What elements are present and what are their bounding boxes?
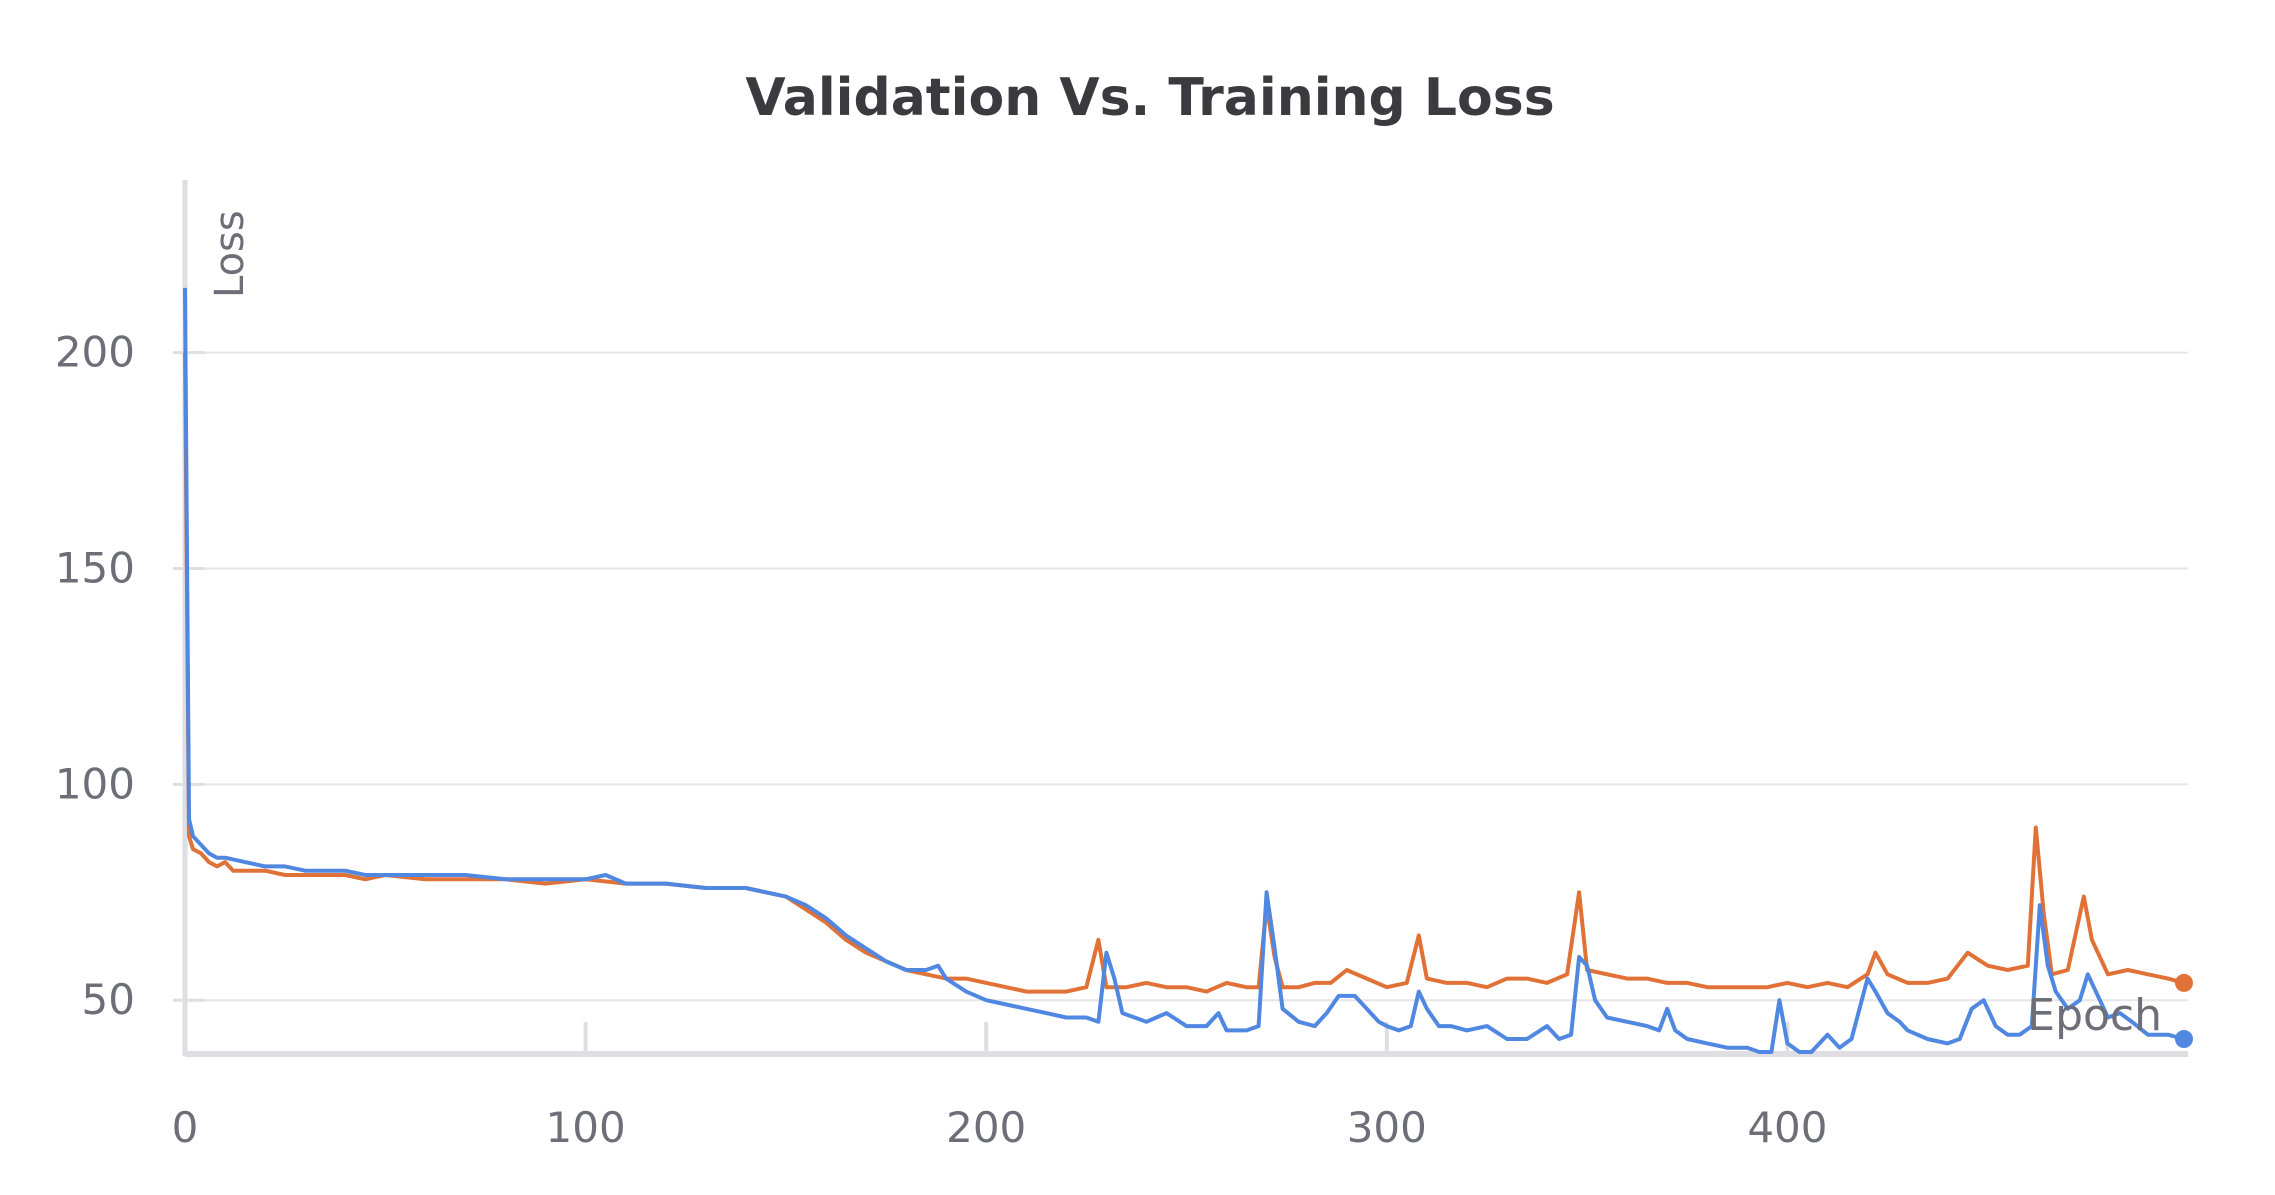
grid-lines bbox=[185, 351, 2188, 1002]
series-end-point-2 bbox=[2174, 1030, 2193, 1049]
x-tick-label: 300 bbox=[1347, 1103, 1427, 1152]
y-tick-label: 100 bbox=[55, 759, 135, 808]
series-line-1 bbox=[183, 352, 2185, 994]
chart-title: Validation Vs. Training Loss bbox=[745, 68, 1554, 128]
y-tick-label: 200 bbox=[55, 328, 135, 377]
series-lines bbox=[183, 287, 2193, 1054]
y-tick-label: 150 bbox=[55, 544, 135, 593]
x-tick-label: 200 bbox=[946, 1103, 1026, 1152]
y-tick-label: 50 bbox=[82, 975, 135, 1024]
x-tick-label: 100 bbox=[546, 1103, 626, 1152]
series-end-point-1 bbox=[2174, 973, 2193, 992]
series-line-2 bbox=[183, 287, 2185, 1054]
y-axis-label: Loss bbox=[207, 210, 253, 298]
x-tick-label: 0 bbox=[172, 1103, 199, 1152]
tick-labels: 50 100 150 200 0 100 200 300 400 bbox=[55, 328, 1828, 1152]
axes bbox=[173, 180, 2188, 1057]
x-tick-label: 400 bbox=[1747, 1103, 1827, 1152]
x-axis-label: Epoch bbox=[2027, 990, 2162, 1041]
